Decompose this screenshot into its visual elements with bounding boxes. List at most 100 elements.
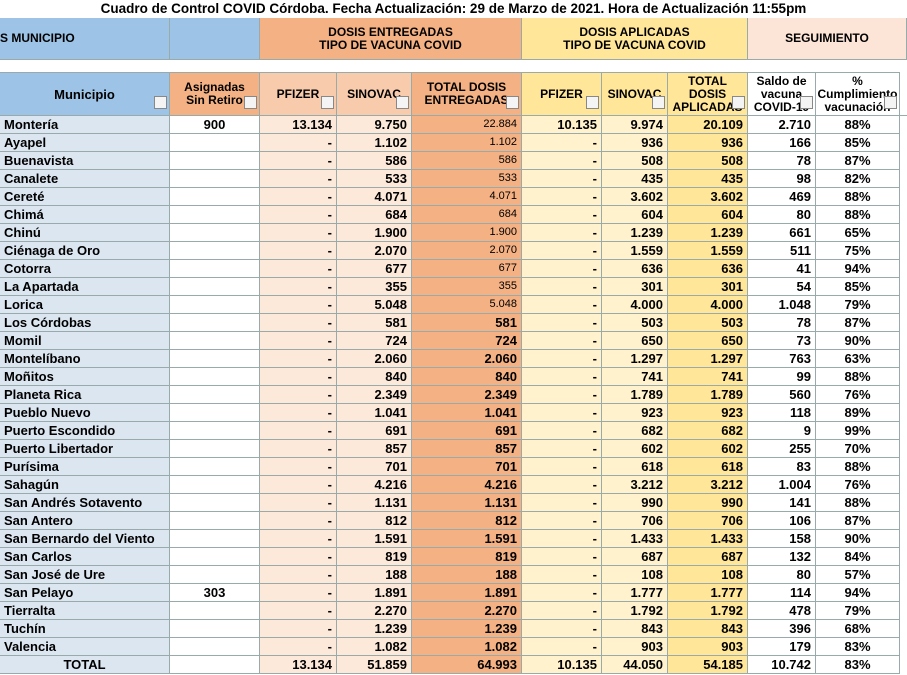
cell: 1.891 bbox=[337, 584, 412, 602]
cell: - bbox=[260, 296, 337, 314]
cell: 1.239 bbox=[602, 224, 668, 242]
cell: - bbox=[522, 242, 602, 260]
cell: 618 bbox=[602, 458, 668, 476]
cell: 73 bbox=[748, 332, 816, 350]
filter-button[interactable] bbox=[732, 96, 745, 109]
group-header-blank bbox=[170, 18, 260, 60]
cell bbox=[170, 656, 260, 674]
cell: 604 bbox=[668, 206, 748, 224]
cell: 1.433 bbox=[668, 530, 748, 548]
cell: 687 bbox=[602, 548, 668, 566]
cell: 108 bbox=[602, 566, 668, 584]
cell: 508 bbox=[602, 152, 668, 170]
filter-button[interactable] bbox=[506, 96, 519, 109]
cell: 1.559 bbox=[668, 242, 748, 260]
cell bbox=[170, 296, 260, 314]
cell: 83% bbox=[816, 638, 900, 656]
cell: 65% bbox=[816, 224, 900, 242]
cell: - bbox=[522, 332, 602, 350]
filter-button[interactable] bbox=[321, 96, 334, 109]
cell: 5.048 bbox=[337, 296, 412, 314]
cell bbox=[170, 440, 260, 458]
filter-button[interactable] bbox=[884, 96, 897, 109]
cell: 2.349 bbox=[337, 386, 412, 404]
cell: 355 bbox=[412, 278, 522, 296]
cell: 503 bbox=[602, 314, 668, 332]
group-header: SEGUIMIENTO bbox=[748, 18, 907, 60]
cell: San Bernardo del Viento bbox=[0, 530, 170, 548]
cell: 2.070 bbox=[337, 242, 412, 260]
cell: 763 bbox=[748, 350, 816, 368]
filter-button[interactable] bbox=[244, 96, 257, 109]
cell: 44.050 bbox=[602, 656, 668, 674]
cell: 80 bbox=[748, 566, 816, 584]
cell: - bbox=[522, 638, 602, 656]
cell: - bbox=[260, 134, 337, 152]
cell: - bbox=[260, 314, 337, 332]
cell: Chinú bbox=[0, 224, 170, 242]
filter-button[interactable] bbox=[396, 96, 409, 109]
cell: 1.792 bbox=[602, 602, 668, 620]
cell: - bbox=[260, 152, 337, 170]
column-header: SINOVAC bbox=[337, 72, 412, 116]
cell: 1.433 bbox=[602, 530, 668, 548]
cell bbox=[170, 242, 260, 260]
cell bbox=[170, 386, 260, 404]
cell: 88% bbox=[816, 494, 900, 512]
cell: - bbox=[522, 458, 602, 476]
cell: 1.102 bbox=[337, 134, 412, 152]
cell: Cotorra bbox=[0, 260, 170, 278]
cell: San Pelayo bbox=[0, 584, 170, 602]
filter-button[interactable] bbox=[586, 96, 599, 109]
cell: 132 bbox=[748, 548, 816, 566]
cell: 435 bbox=[602, 170, 668, 188]
cell: - bbox=[260, 386, 337, 404]
filter-button[interactable] bbox=[154, 96, 167, 109]
cell: - bbox=[522, 584, 602, 602]
filter-button[interactable] bbox=[800, 96, 813, 109]
filter-button[interactable] bbox=[652, 96, 665, 109]
cell: 13.134 bbox=[260, 116, 337, 134]
cell: 98 bbox=[748, 170, 816, 188]
cell: 1.102 bbox=[412, 134, 522, 152]
cell: 741 bbox=[602, 368, 668, 386]
cell bbox=[170, 332, 260, 350]
cell: - bbox=[522, 206, 602, 224]
cell: - bbox=[260, 206, 337, 224]
cell bbox=[170, 530, 260, 548]
cell bbox=[170, 170, 260, 188]
cell: 20.109 bbox=[668, 116, 748, 134]
cell: 1.297 bbox=[602, 350, 668, 368]
cell: 179 bbox=[748, 638, 816, 656]
cell: 661 bbox=[748, 224, 816, 242]
cell: - bbox=[260, 332, 337, 350]
cell bbox=[170, 188, 260, 206]
cell bbox=[170, 476, 260, 494]
cell: 812 bbox=[412, 512, 522, 530]
cell: 1.082 bbox=[337, 638, 412, 656]
cell: 936 bbox=[668, 134, 748, 152]
cell: Pueblo Nuevo bbox=[0, 404, 170, 422]
column-header: TOTAL DOSIS ENTREGADAS bbox=[412, 72, 522, 116]
cell bbox=[170, 404, 260, 422]
cell: 83% bbox=[816, 656, 900, 674]
cell: 581 bbox=[337, 314, 412, 332]
cell: 581 bbox=[412, 314, 522, 332]
cell: 843 bbox=[668, 620, 748, 638]
cell: 533 bbox=[337, 170, 412, 188]
cell: 76% bbox=[816, 386, 900, 404]
cell: 435 bbox=[668, 170, 748, 188]
column-header: Asignadas Sin Retiro bbox=[170, 72, 260, 116]
cell: 188 bbox=[337, 566, 412, 584]
cell: - bbox=[522, 350, 602, 368]
cell: 478 bbox=[748, 602, 816, 620]
cell bbox=[170, 494, 260, 512]
cell: 1.789 bbox=[668, 386, 748, 404]
cell: 1.777 bbox=[668, 584, 748, 602]
cell: 88% bbox=[816, 188, 900, 206]
cell: - bbox=[522, 386, 602, 404]
cell: 9 bbox=[748, 422, 816, 440]
cell: - bbox=[522, 620, 602, 638]
cell: - bbox=[522, 170, 602, 188]
cell: 5.048 bbox=[412, 296, 522, 314]
